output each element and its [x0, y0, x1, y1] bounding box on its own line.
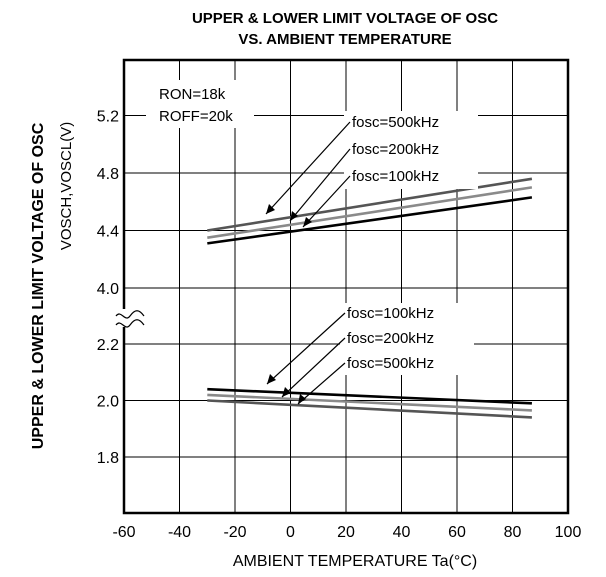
x-tick-label: -40 [168, 524, 191, 541]
x-tick-label: -60 [112, 524, 135, 541]
y-tick-label: 4.8 [97, 166, 119, 183]
x-tick-label: -20 [223, 524, 246, 541]
leader-lower-200 [281, 337, 346, 398]
arrowhead-upper-200 [290, 211, 298, 221]
x-axis-label: AMBIENT TEMPERATURE Ta(°C) [233, 553, 477, 570]
y-axis-label-main: UPPER & LOWER LIMIT VOLTAGE OF OSC [30, 122, 47, 449]
arrowhead-upper-100 [303, 217, 312, 227]
series-line-lower-fosc-500khz [207, 399, 532, 419]
series-line-upper-fosc-100khz [207, 196, 533, 245]
y-tick-label: 1.8 [97, 450, 119, 467]
x-tick-label: 0 [286, 524, 295, 541]
y-tick-label: 4.4 [97, 224, 119, 241]
leader-lower-500 [297, 362, 346, 405]
annotation-upper-100: fosc=100kHz [352, 168, 439, 185]
arrowhead-upper-500 [266, 204, 275, 214]
y-tick-label: 2.0 [97, 394, 119, 411]
series-lines [207, 177, 533, 419]
y-tick-label: 5.2 [97, 109, 119, 126]
arrowhead-lower-500 [298, 394, 306, 404]
plot-frame [122, 58, 570, 515]
series-line-lower-fosc-100khz [207, 387, 532, 405]
y-tick-label: 2.2 [97, 337, 119, 354]
x-tick-label: 80 [504, 524, 522, 541]
annotation-lower-200: fosc=200kHz [347, 330, 434, 347]
x-tick-label: 60 [448, 524, 466, 541]
y-tick-labels: 1.8 2.0 2.2 4.0 4.4 4.8 5.2 [97, 109, 119, 468]
leader-lower-100 [266, 312, 346, 385]
conditions-box: RON=18k ROFF=20k [146, 80, 254, 128]
arrowhead-lower-100 [267, 374, 276, 384]
y-tick-label: 4.0 [97, 281, 119, 298]
leader-upper-100 [302, 175, 351, 228]
axis-break-symbol [115, 309, 145, 328]
chart-title-line-1: UPPER & LOWER LIMIT VOLTAGE OF OSC [192, 10, 498, 27]
leader-upper-200 [289, 148, 351, 222]
x-tick-label: 20 [337, 524, 355, 541]
chart-title-line-2: VS. AMBIENT TEMPERATURE [238, 31, 451, 48]
leader-upper-500 [265, 121, 351, 215]
series-annotations: fosc=500kHz fosc=200kHz fosc=100kHz fosc… [265, 111, 478, 405]
series-line-lower-fosc-200khz [207, 393, 532, 412]
arrowhead-lower-200 [282, 387, 291, 397]
y-axis-label-sub: VOSCH,VOSCL(V) [58, 122, 75, 250]
annotation-lower-500: fosc=500kHz [347, 355, 434, 372]
condition-ron: RON=18k [159, 86, 226, 103]
annotation-upper-200: fosc=200kHz [352, 141, 439, 158]
x-tick-label: 40 [393, 524, 411, 541]
annotation-lower-100: fosc=100kHz [347, 305, 434, 322]
series-line-upper-fosc-200khz [207, 186, 533, 239]
annotation-upper-500: fosc=500kHz [352, 114, 439, 131]
x-tick-label: 100 [555, 524, 582, 541]
x-tick-labels: -60 -40 -20 0 20 40 60 80 100 [112, 524, 581, 541]
condition-roff: ROFF=20k [159, 108, 233, 125]
